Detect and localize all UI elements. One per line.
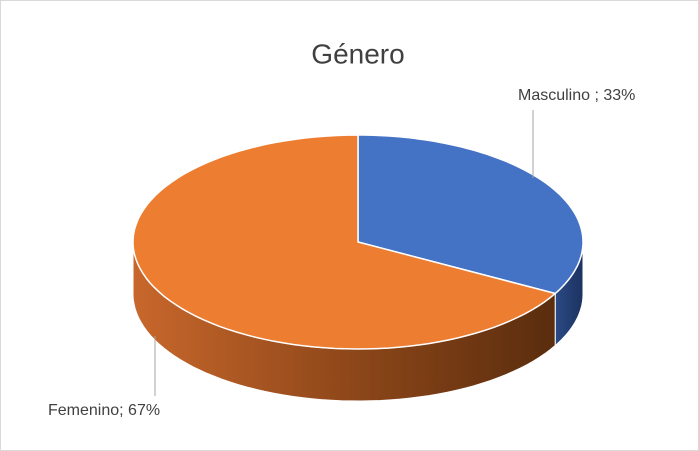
data-label: Femenino; 67%	[48, 402, 160, 419]
slice	[357, 134, 584, 295]
data-label: Masculino ; 33%	[518, 87, 635, 104]
chart-title: Género	[311, 38, 404, 69]
slice	[132, 134, 557, 350]
